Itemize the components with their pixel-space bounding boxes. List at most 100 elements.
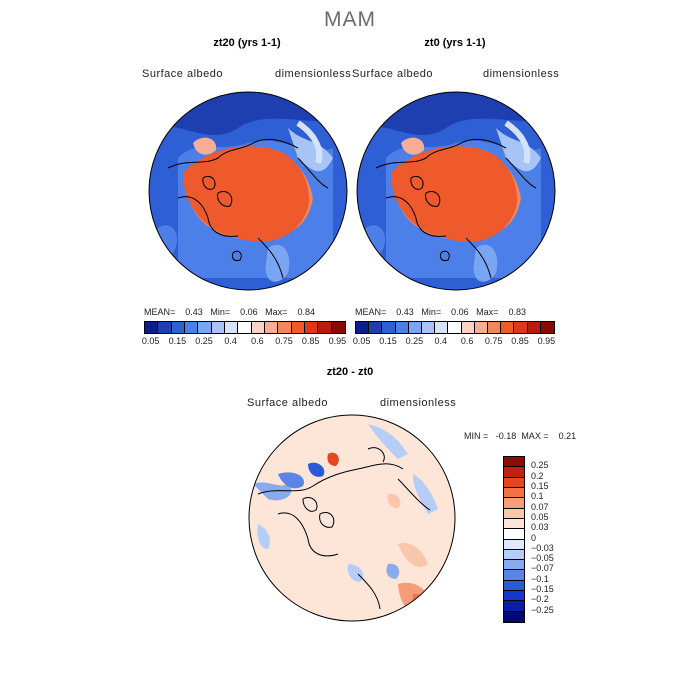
colorbar-cell <box>504 560 524 571</box>
colorbar-tick-label: 0.95 <box>328 336 347 346</box>
colorbar-cell <box>504 518 524 530</box>
max-value: 0.21 <box>558 431 577 441</box>
colorbar-tick-label: −0.15 <box>531 584 554 595</box>
colorbar-cell <box>504 487 524 499</box>
colorbar-cell <box>448 322 462 333</box>
colorbar-cell <box>305 322 319 333</box>
colorbar-cell <box>504 601 524 612</box>
colorbar-tick-label: 0.4 <box>224 336 237 346</box>
colorbar-cell <box>540 322 554 333</box>
mean-value: 0.43 <box>185 307 203 317</box>
colorbar-tick-label: 0.4 <box>434 336 448 346</box>
colorbar-cell <box>251 322 265 333</box>
colorbar-tick-label: 0.75 <box>484 336 503 346</box>
panel-1-colorbar-ticks: 0.05 0.15 0.25 0.4 0.6 0.75 0.85 0.95 <box>142 336 346 348</box>
colorbar-cell <box>527 322 541 333</box>
panel-2-title: zt0 (yrs 1-1) <box>424 37 486 49</box>
colorbar-cell <box>504 529 524 540</box>
colorbar-tick-label: 0.15 <box>379 336 397 346</box>
colorbar-cell <box>185 322 199 333</box>
colorbar-cell <box>504 498 524 509</box>
panel-2-stats: MEAN= 0.43 Min= 0.06 Max= 0.83 <box>355 307 526 317</box>
colorbar-tick-label: 0 <box>531 532 537 543</box>
colorbar-cell <box>356 322 370 333</box>
colorbar-tick-label: 0.05 <box>352 336 371 346</box>
colorbar-cell <box>278 322 292 333</box>
colorbar-cell <box>474 322 488 333</box>
colorbar-cell <box>158 322 172 333</box>
colorbar-cell <box>265 322 279 333</box>
colorbar-tick-label: 0.15 <box>168 336 187 346</box>
panel-1-field-label: Surface albedo <box>142 68 223 80</box>
colorbar-cell <box>318 322 332 333</box>
colorbar-tick-label: −0.1 <box>531 573 549 584</box>
panel-2-map <box>356 91 556 291</box>
max-label: Max= <box>265 307 288 317</box>
colorbar-cell <box>504 611 524 622</box>
max-label: Max= <box>476 307 499 317</box>
colorbar-cell <box>395 322 409 333</box>
colorbar-cell <box>291 322 305 333</box>
colorbar-cell <box>504 477 524 488</box>
diff-stats: MIN = -0.18 MAX = 0.21 <box>464 431 576 441</box>
diff-field-label: Surface albedo <box>247 397 328 409</box>
max-value: 0.84 <box>297 307 315 317</box>
colorbar-cell <box>504 580 524 592</box>
colorbar-tick-label: 0.85 <box>301 336 320 346</box>
colorbar-tick-label: 0.95 <box>537 336 556 346</box>
panel-1-stats: MEAN= 0.43 Min= 0.06 Max= 0.84 <box>144 307 315 317</box>
colorbar-tick-label: −0.07 <box>531 563 554 574</box>
max-value: 0.83 <box>508 307 526 317</box>
colorbar-tick-label: −0.2 <box>531 594 549 605</box>
colorbar-cell <box>408 322 422 333</box>
colorbar-cell <box>504 591 524 602</box>
colorbar-cell <box>225 322 239 333</box>
colorbar-tick-label: 0.03 <box>531 522 549 533</box>
panel-1-colorbar <box>144 321 346 334</box>
colorbar-cell <box>422 322 436 333</box>
colorbar-cell <box>504 549 524 561</box>
colorbar-cell <box>238 322 252 333</box>
max-label: MAX = <box>521 431 549 441</box>
colorbar-tick-label: −0.25 <box>531 604 554 615</box>
mean-label: MEAN= <box>355 307 387 317</box>
colorbar-tick-label: 0.2 <box>531 470 544 481</box>
colorbar-cell <box>145 322 159 333</box>
colorbar-cell <box>198 322 212 333</box>
panel-2-units: dimensionless <box>483 68 560 80</box>
min-value: 0.06 <box>240 307 258 317</box>
diff-map <box>248 414 456 622</box>
colorbar-tick-label: 0.05 <box>141 336 160 346</box>
min-value: -0.18 <box>495 431 517 441</box>
colorbar-cell <box>369 322 383 333</box>
panel-1-map <box>148 91 348 291</box>
colorbar-tick-label: 0.05 <box>531 511 549 522</box>
colorbar-cell <box>504 457 524 468</box>
colorbar-cell <box>504 508 524 519</box>
colorbar-cell <box>171 322 185 333</box>
colorbar-cell <box>504 539 524 550</box>
colorbar-tick-label: 0.07 <box>531 501 549 512</box>
figure-title: MAM <box>324 8 376 31</box>
colorbar-tick-label: 0.25 <box>531 460 549 471</box>
colorbar-tick-label: 0.6 <box>460 336 474 346</box>
colorbar-tick-label: 0.25 <box>405 336 424 346</box>
colorbar-tick-label: −0.05 <box>531 553 554 564</box>
panel-1-title: zt20 (yrs 1-1) <box>213 37 281 49</box>
min-label: Min= <box>421 307 442 317</box>
panel-2-colorbar-ticks: 0.05 0.15 0.25 0.4 0.6 0.75 0.85 0.95 <box>353 336 555 348</box>
colorbar-cell <box>461 322 475 333</box>
min-label: MIN = <box>464 431 489 441</box>
colorbar-tick-label: 0.15 <box>531 480 549 491</box>
diff-colorbar-ticks: 0.25 0.2 0.15 0.1 0.07 0.05 0.03 0 −0.03 −0.05 −0.… <box>531 456 571 621</box>
colorbar-cell <box>331 322 345 333</box>
min-value: 0.06 <box>451 307 469 317</box>
colorbar-cell <box>382 322 396 333</box>
diff-units: dimensionless <box>380 397 457 409</box>
colorbar-tick-label: −0.03 <box>531 542 554 553</box>
colorbar-tick-label: 0.1 <box>531 491 544 502</box>
colorbar-cell <box>211 322 225 333</box>
colorbar-cell <box>501 322 515 333</box>
colorbar-cell <box>488 322 502 333</box>
colorbar-tick-label: 0.6 <box>251 336 264 346</box>
